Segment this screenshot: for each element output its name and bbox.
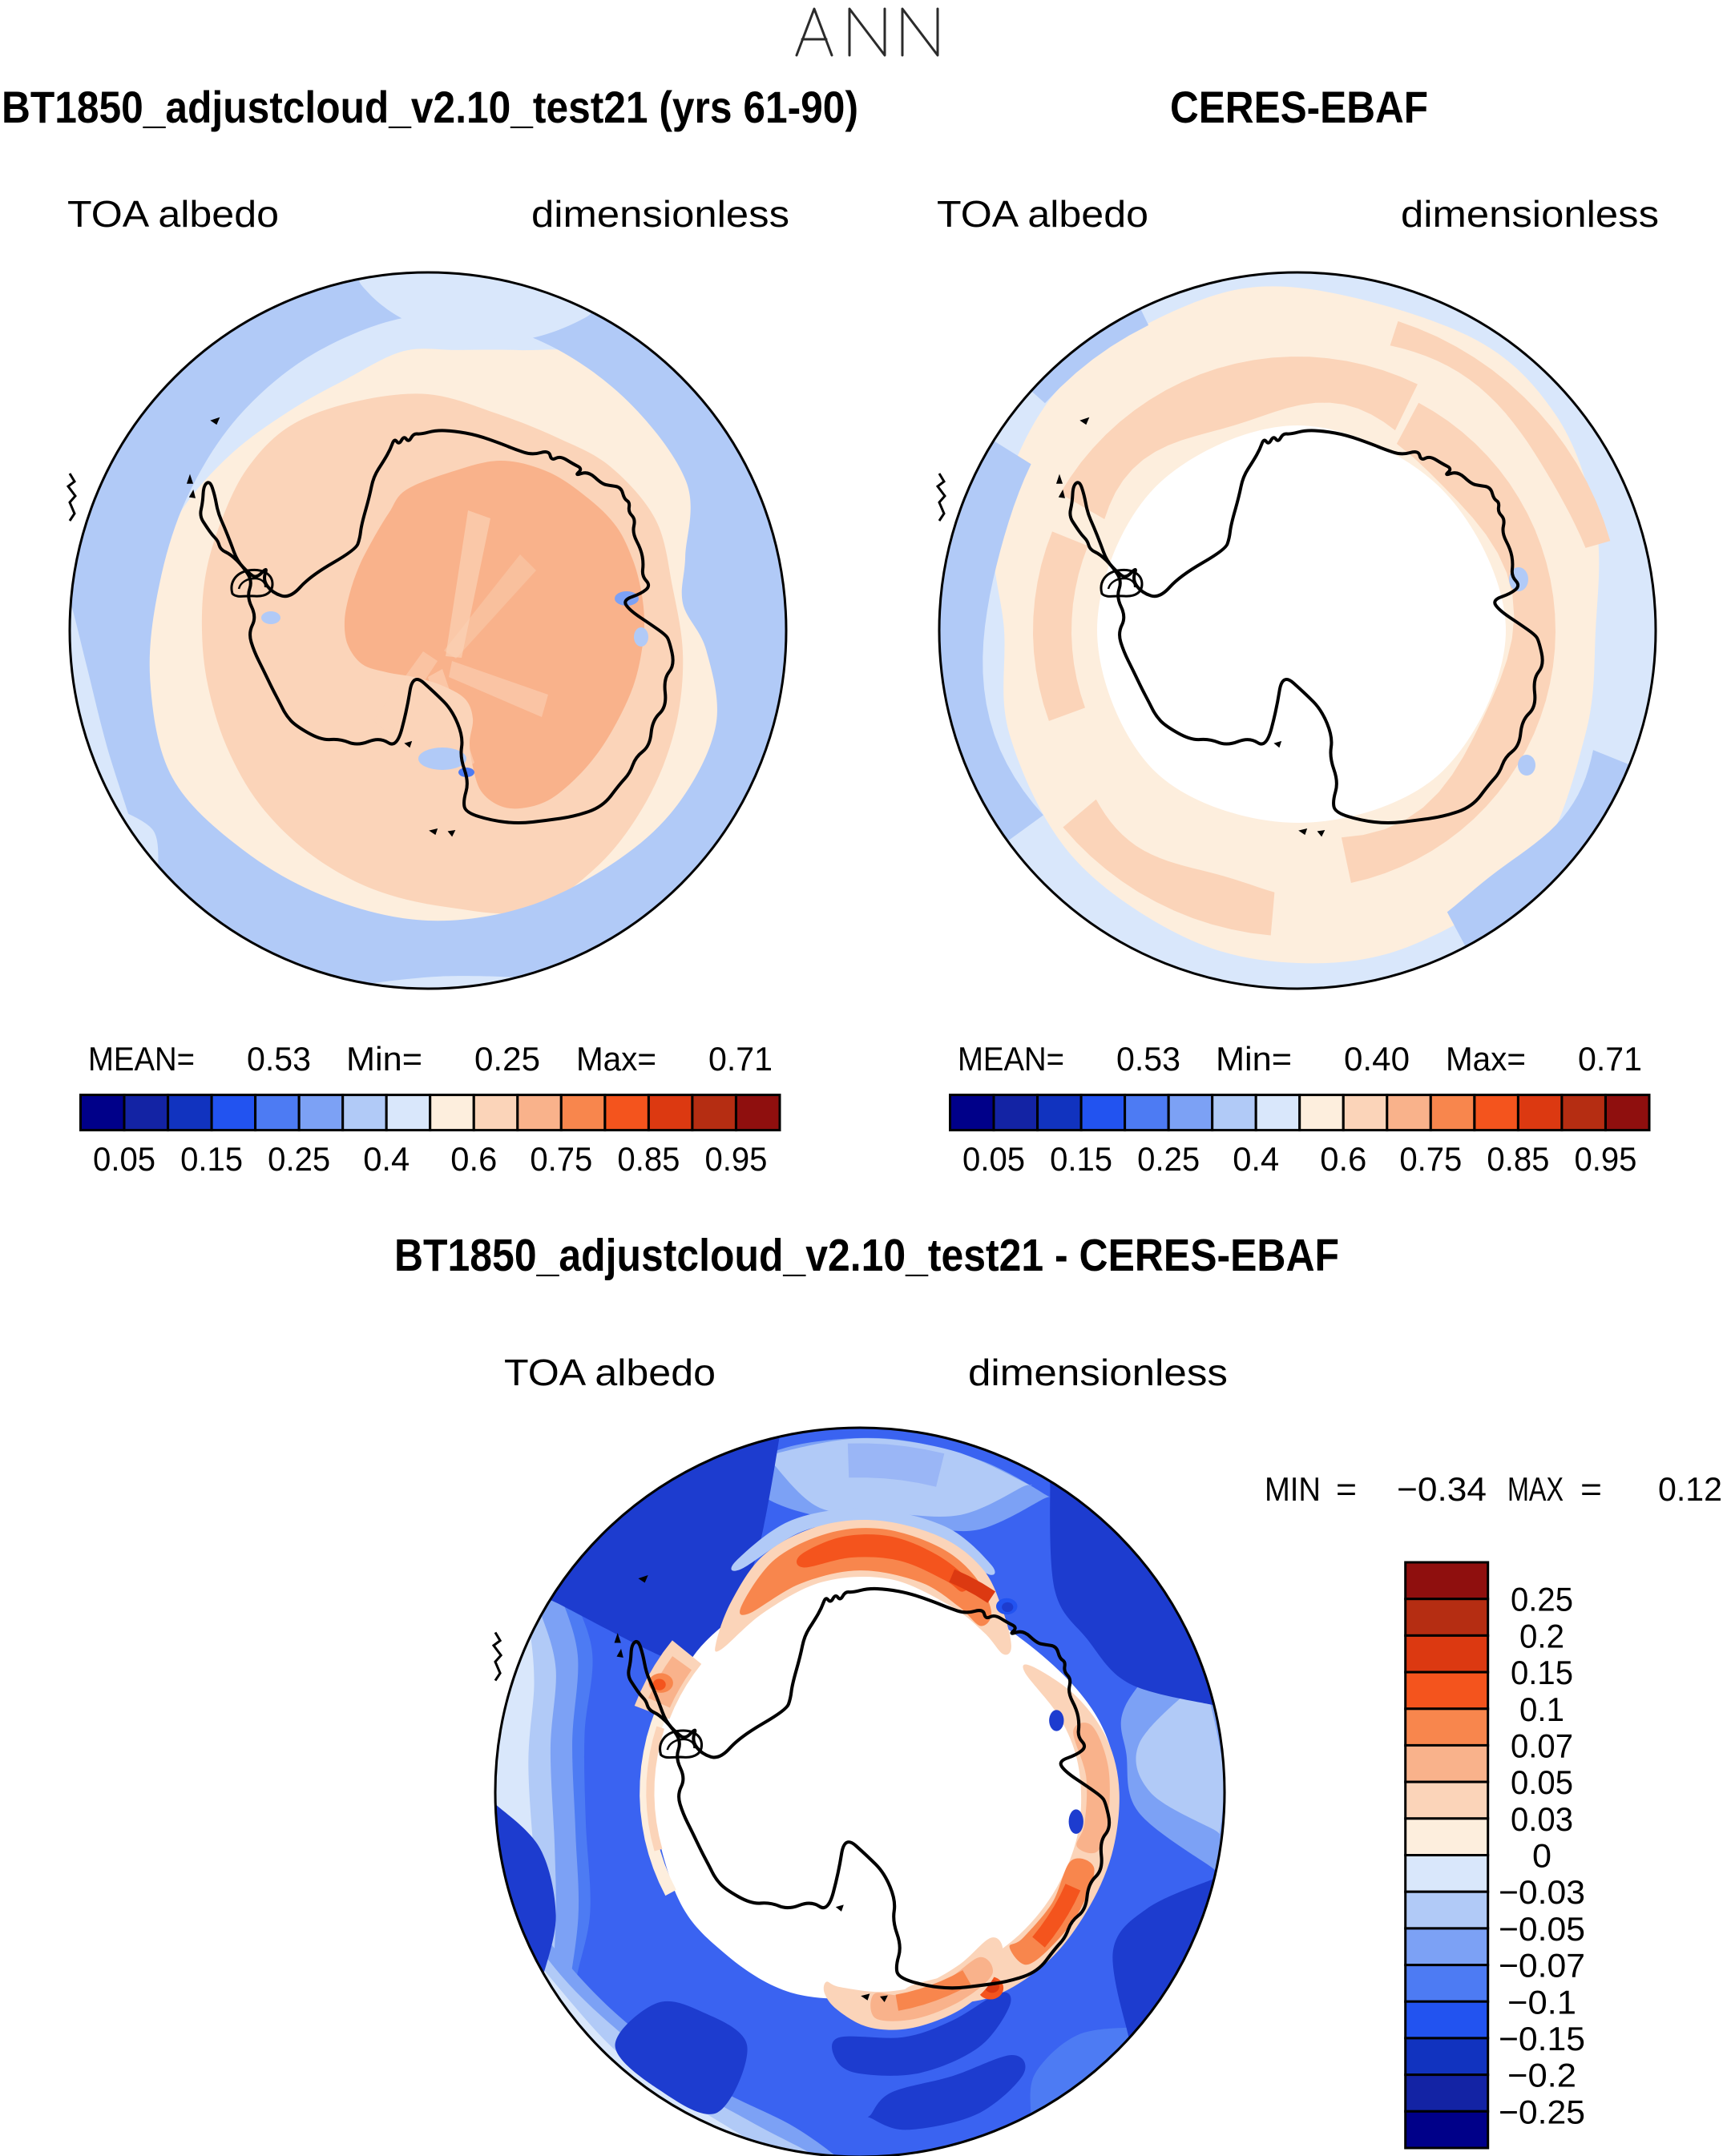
svg-text:−0.05: −0.05 bbox=[1499, 1910, 1585, 1948]
svg-text:dimensionless: dimensionless bbox=[1401, 193, 1659, 235]
svg-text:0.6: 0.6 bbox=[1320, 1140, 1366, 1178]
svg-text:MIN: MIN bbox=[1265, 1470, 1321, 1508]
svg-text:0: 0 bbox=[1532, 1837, 1551, 1875]
svg-text:0.15: 0.15 bbox=[1511, 1654, 1573, 1691]
svg-text:0.75: 0.75 bbox=[530, 1140, 592, 1178]
svg-text:MAX: MAX bbox=[1507, 1470, 1564, 1508]
svg-text:0.6: 0.6 bbox=[450, 1140, 497, 1178]
svg-text:−0.1: −0.1 bbox=[1507, 1983, 1576, 2021]
svg-text:0.40: 0.40 bbox=[1344, 1040, 1410, 1078]
svg-text:0.1: 0.1 bbox=[1519, 1691, 1564, 1728]
svg-text:0.95: 0.95 bbox=[1574, 1140, 1636, 1178]
svg-text:BT1850_adjustcloud_v2.10_test2: BT1850_adjustcloud_v2.10_test21 (yrs 61-… bbox=[2, 82, 858, 132]
svg-text:0.25: 0.25 bbox=[268, 1140, 330, 1178]
svg-text:Max=: Max= bbox=[1446, 1040, 1526, 1078]
svg-text:=: = bbox=[1336, 1470, 1357, 1508]
svg-text:0.25: 0.25 bbox=[1137, 1140, 1200, 1178]
svg-text:0.15: 0.15 bbox=[180, 1140, 243, 1178]
svg-text:−0.03: −0.03 bbox=[1499, 1873, 1585, 1911]
svg-text:0.12: 0.12 bbox=[1658, 1470, 1722, 1508]
svg-text:0.4: 0.4 bbox=[363, 1140, 410, 1178]
svg-text:Max=: Max= bbox=[576, 1040, 656, 1078]
svg-text:0.05: 0.05 bbox=[962, 1140, 1025, 1178]
svg-text:0.07: 0.07 bbox=[1511, 1727, 1573, 1764]
svg-text:0.05: 0.05 bbox=[1511, 1763, 1573, 1801]
svg-text:dimensionless: dimensionless bbox=[968, 1352, 1228, 1393]
svg-text:TOA albedo: TOA albedo bbox=[67, 193, 279, 235]
svg-text:BT1850_adjustcloud_v2.10_test2: BT1850_adjustcloud_v2.10_test21 - CERES-… bbox=[394, 1230, 1339, 1281]
svg-text:=: = bbox=[1580, 1470, 1602, 1508]
svg-text:Min=: Min= bbox=[1216, 1040, 1292, 1078]
svg-text:0.15: 0.15 bbox=[1050, 1140, 1112, 1178]
svg-text:0.25: 0.25 bbox=[1511, 1581, 1573, 1618]
svg-text:−0.2: −0.2 bbox=[1507, 2057, 1576, 2094]
svg-text:0.95: 0.95 bbox=[704, 1140, 767, 1178]
svg-text:−0.25: −0.25 bbox=[1499, 2093, 1585, 2130]
svg-text:0.05: 0.05 bbox=[93, 1140, 155, 1178]
svg-text:0.53: 0.53 bbox=[1116, 1040, 1180, 1078]
svg-text:0.85: 0.85 bbox=[617, 1140, 680, 1178]
svg-text:0.71: 0.71 bbox=[1578, 1040, 1642, 1078]
svg-text:TOA albedo: TOA albedo bbox=[937, 193, 1148, 235]
svg-text:MEAN=: MEAN= bbox=[88, 1040, 195, 1078]
svg-text:0.53: 0.53 bbox=[247, 1040, 311, 1078]
svg-text:MEAN=: MEAN= bbox=[958, 1040, 1064, 1078]
svg-text:CERES-EBAF: CERES-EBAF bbox=[1170, 82, 1428, 132]
svg-text:0.4: 0.4 bbox=[1233, 1140, 1279, 1178]
svg-text:−0.15: −0.15 bbox=[1499, 2020, 1585, 2057]
svg-text:dimensionless: dimensionless bbox=[531, 193, 789, 235]
svg-text:0.25: 0.25 bbox=[474, 1040, 540, 1078]
svg-text:0.71: 0.71 bbox=[708, 1040, 773, 1078]
svg-text:TOA albedo: TOA albedo bbox=[504, 1352, 716, 1393]
svg-text:Min=: Min= bbox=[346, 1040, 422, 1078]
svg-text:0.03: 0.03 bbox=[1511, 1800, 1573, 1838]
svg-text:−0.07: −0.07 bbox=[1499, 1947, 1585, 1985]
svg-text:0.85: 0.85 bbox=[1487, 1140, 1549, 1178]
svg-text:0.2: 0.2 bbox=[1519, 1617, 1564, 1654]
svg-text:−0.34: −0.34 bbox=[1397, 1470, 1487, 1508]
svg-text:0.75: 0.75 bbox=[1399, 1140, 1462, 1178]
